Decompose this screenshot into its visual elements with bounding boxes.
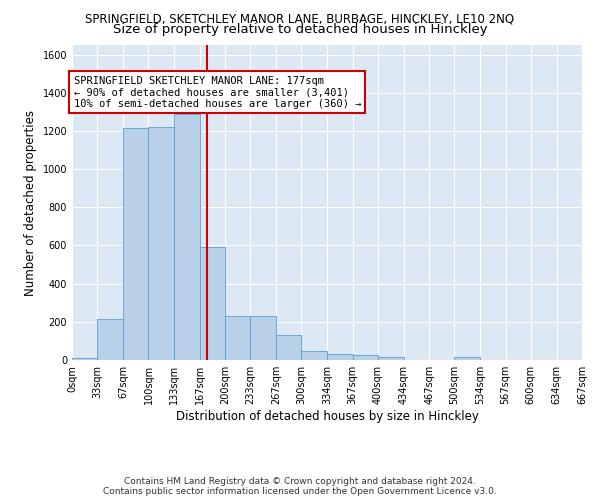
- Bar: [454, 357, 481, 360]
- Bar: [301, 352, 328, 360]
- Bar: [173, 114, 200, 360]
- Bar: [225, 316, 250, 360]
- Y-axis label: Number of detached properties: Number of detached properties: [24, 110, 37, 296]
- Bar: [378, 357, 404, 360]
- Text: SPRINGFIELD SKETCHLEY MANOR LANE: 177sqm
← 90% of detached houses are smaller (3: SPRINGFIELD SKETCHLEY MANOR LANE: 177sqm…: [74, 76, 361, 108]
- Text: Size of property relative to detached houses in Hinckley: Size of property relative to detached ho…: [113, 22, 487, 36]
- Bar: [72, 358, 97, 360]
- Bar: [276, 335, 301, 360]
- Text: Contains HM Land Registry data © Crown copyright and database right 2024.
Contai: Contains HM Land Registry data © Crown c…: [103, 476, 497, 496]
- Bar: [353, 355, 378, 360]
- Bar: [123, 128, 148, 360]
- Bar: [250, 316, 276, 360]
- Bar: [328, 354, 353, 360]
- Text: SPRINGFIELD, SKETCHLEY MANOR LANE, BURBAGE, HINCKLEY, LE10 2NQ: SPRINGFIELD, SKETCHLEY MANOR LANE, BURBA…: [85, 12, 515, 26]
- Bar: [148, 127, 173, 360]
- Bar: [97, 319, 123, 360]
- X-axis label: Distribution of detached houses by size in Hinckley: Distribution of detached houses by size …: [176, 410, 478, 423]
- Bar: [200, 248, 225, 360]
